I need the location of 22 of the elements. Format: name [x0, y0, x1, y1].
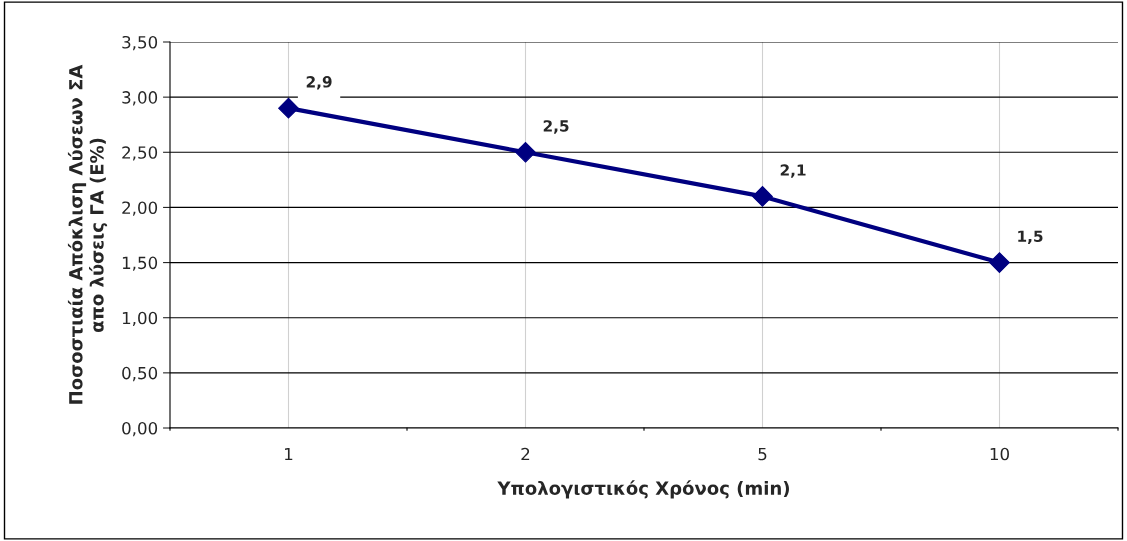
y-tick-label: 0,00 [122, 421, 158, 437]
point [278, 97, 299, 119]
y-axis-title: Ποσοστιαία Απόκλιση Λύσεων ΣΑ απο λύσεις ΓΑ (Ε%) [67, 64, 108, 404]
x-axis-title: Υπολογιστικός Χρόνος (min) [497, 480, 789, 499]
y-tick-label: 1,50 [122, 256, 158, 271]
data-label: 1,5 [1018, 230, 1043, 244]
y-tick-label: 1,00 [122, 311, 158, 326]
y-tick-label: 2,50 [122, 146, 158, 161]
x-tick-label: 5 [758, 447, 767, 461]
point [752, 186, 773, 207]
data-label: 2,1 [780, 164, 806, 178]
data-label: 2,5 [543, 120, 569, 134]
y-tick-label: 2,00 [122, 201, 158, 216]
point [515, 141, 536, 163]
x-tick-label: 10 [990, 447, 1009, 461]
x-tick-label: 2 [521, 447, 530, 461]
y-tick-label: 0,50 [122, 366, 158, 382]
x-tick-label: 1 [285, 447, 293, 461]
y-tick-label: 3,00 [122, 91, 158, 106]
y-tick-label: 3,50 [122, 35, 158, 51]
data-label: 2,9 [306, 76, 332, 90]
point [989, 252, 1010, 273]
